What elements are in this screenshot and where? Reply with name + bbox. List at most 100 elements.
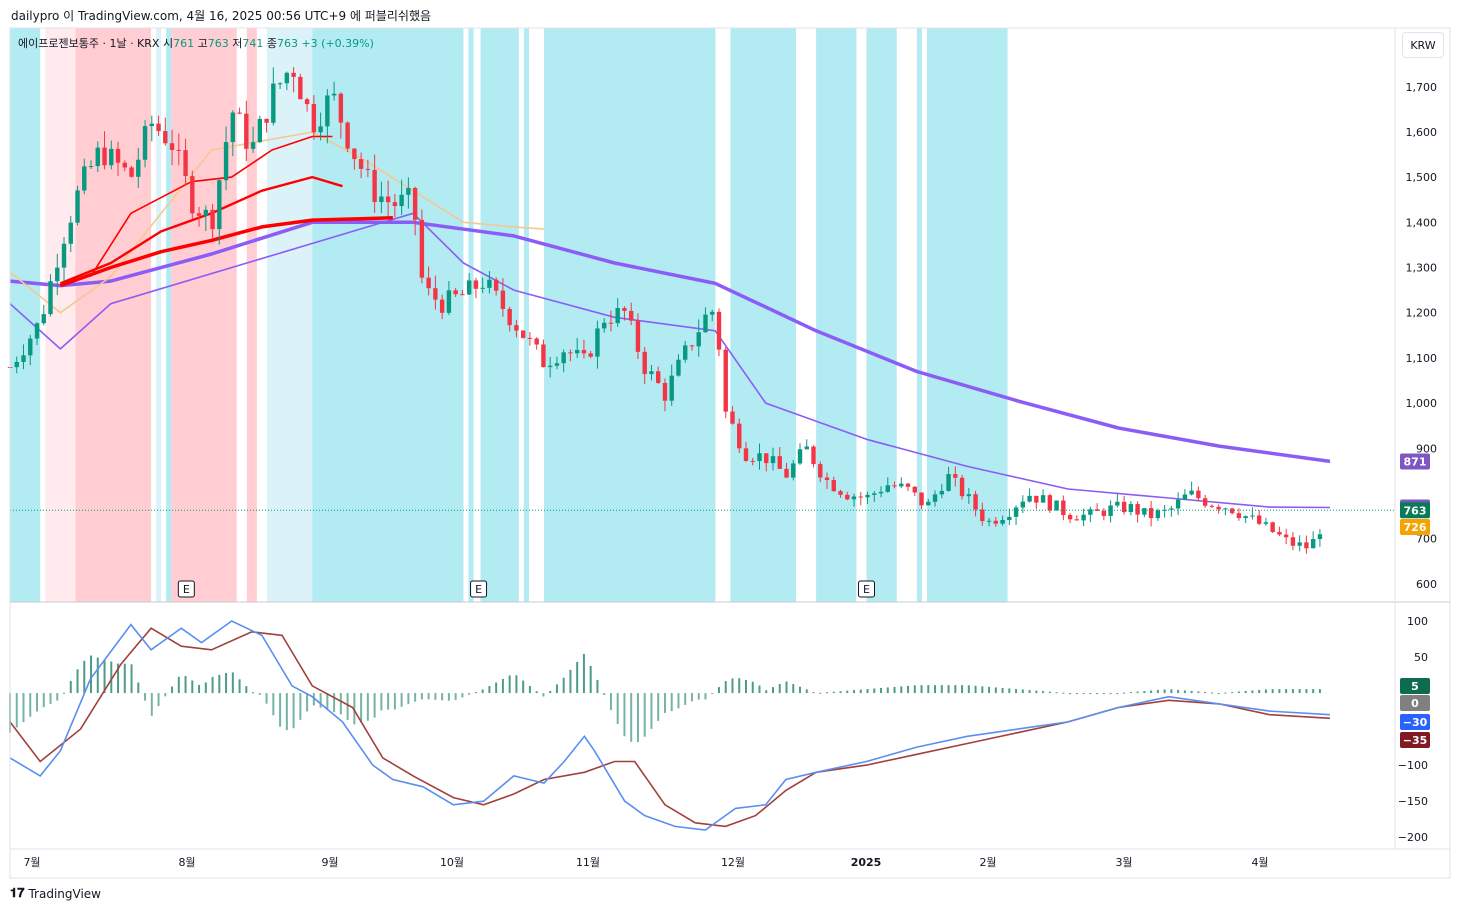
candle-body (21, 355, 26, 362)
candle-body (622, 308, 627, 311)
macd-histogram-bar (414, 693, 417, 702)
price-badge (1400, 502, 1430, 519)
price-tick-label: 1,600 (1406, 126, 1438, 139)
macd-histogram-bar (555, 684, 558, 694)
macd-histogram-bar (616, 693, 619, 724)
candle-body (446, 290, 452, 313)
time-axis[interactable]: 7월 8월 9월 10월 11월 12월 2025 2월 3월 4월 (23, 856, 1268, 869)
macd-histogram-bar (130, 664, 133, 694)
candle-body (601, 322, 607, 329)
macd-histogram-bar (562, 677, 565, 694)
macd-histogram-bar (306, 693, 309, 712)
macd-tick-label: −150 (1398, 795, 1428, 808)
regime-band-7 (266, 28, 313, 602)
macd-histogram-bar (258, 693, 261, 695)
candle-body (250, 142, 256, 149)
candle-body (710, 311, 715, 315)
macd-histogram-bar (333, 693, 336, 713)
macd-histogram-bar (1150, 690, 1153, 694)
macd-histogram-bar (292, 693, 295, 729)
price-axis[interactable]: 1,8001,7001,6001,5001,4001,3001,2001,100… (1406, 36, 1438, 591)
macd-histogram-bar (940, 685, 943, 694)
earnings-marker-box[interactable] (470, 580, 488, 598)
candle-body (608, 322, 614, 324)
macd-histogram-bar (285, 693, 288, 731)
macd-histogram-bar (549, 691, 552, 694)
candle-body (656, 371, 661, 383)
macd-histogram-bar (954, 685, 957, 694)
time-tick-label: 10월 (440, 856, 464, 869)
macd-histogram-bar (657, 693, 660, 721)
macd-badge (1400, 678, 1430, 694)
candle-body (716, 311, 722, 350)
macd-histogram-bar (177, 676, 180, 694)
candle-body (1297, 542, 1302, 546)
macd-histogram-bar (252, 692, 255, 694)
macd-histogram-bar (299, 693, 302, 720)
price-tick-label: 1,200 (1406, 307, 1438, 320)
macd-histogram-bar (697, 693, 700, 700)
candle-body (460, 294, 465, 296)
symbol-legend[interactable]: 에이프로젠보통주 · 1날 · KRX 시761 고763 저741 종763 … (18, 35, 374, 51)
candle-body (919, 492, 924, 506)
candle-body (493, 279, 499, 291)
earnings-marker-box[interactable] (857, 580, 875, 598)
macd-histogram-bar (981, 686, 984, 694)
macd-histogram-bar (853, 690, 856, 694)
macd-histogram-bar (589, 665, 592, 694)
macd-badge-label: 0 (1411, 697, 1419, 710)
candle-body (419, 219, 425, 278)
candle-body (203, 209, 209, 216)
candle-body (487, 279, 492, 288)
macd-histogram-bar (184, 676, 187, 694)
candle-body (345, 122, 350, 149)
macd-histogram-bar (1244, 690, 1247, 694)
candle-body (858, 496, 863, 498)
macd-histogram-bar (704, 693, 707, 700)
macd-histogram-bar (495, 682, 498, 694)
footer-brand[interactable]: 𝟏𝟕 TradingView (10, 886, 101, 901)
macd-histogram-bar (1096, 693, 1099, 695)
macd-histogram-bar (988, 686, 991, 694)
earnings-marker-box[interactable] (177, 580, 195, 598)
macd-histogram-bar (211, 676, 214, 694)
macd-histogram-bar (994, 687, 997, 694)
macd-histogram-bar (846, 690, 849, 694)
candle-body (757, 453, 762, 462)
candle-body (163, 131, 168, 144)
candle-body (1243, 516, 1248, 519)
macd-histogram-bar (1251, 690, 1254, 694)
candle-body (804, 446, 809, 450)
symbol-name[interactable]: 에이프로젠보통주 · 1날 · KRX (18, 37, 160, 50)
price-badge-label: 871 (1404, 455, 1427, 468)
macd-histogram-bar (832, 691, 835, 694)
macd-histogram-bar (76, 669, 79, 694)
ma-line-ma_long (9, 220, 1331, 464)
macd-histogram-bar (1177, 689, 1180, 694)
currency-button[interactable]: KRW (1402, 32, 1444, 58)
candle-body (365, 168, 371, 170)
candle-body (993, 520, 999, 524)
regime-band-5 (171, 28, 237, 602)
ma-line-ma_fast_red (89, 135, 333, 278)
macd-histogram-bar (225, 672, 228, 694)
macd-histogram-bar (1143, 691, 1146, 694)
candle-body (298, 76, 303, 100)
candle-body (541, 344, 546, 368)
earnings-marker-label: E (475, 583, 482, 596)
candle-body (88, 166, 94, 168)
candle-body (55, 267, 60, 282)
regime-band-14 (816, 28, 857, 602)
open-value: 761 (173, 37, 195, 50)
macd-histogram-bar (117, 663, 120, 694)
candle-body (291, 72, 296, 77)
macd-histogram-bar (1102, 693, 1105, 695)
candle-body (966, 494, 972, 497)
macd-histogram-bar (319, 693, 322, 708)
candle-body (237, 112, 242, 114)
macd-histogram-bar (144, 693, 147, 701)
candle-body (473, 280, 479, 289)
